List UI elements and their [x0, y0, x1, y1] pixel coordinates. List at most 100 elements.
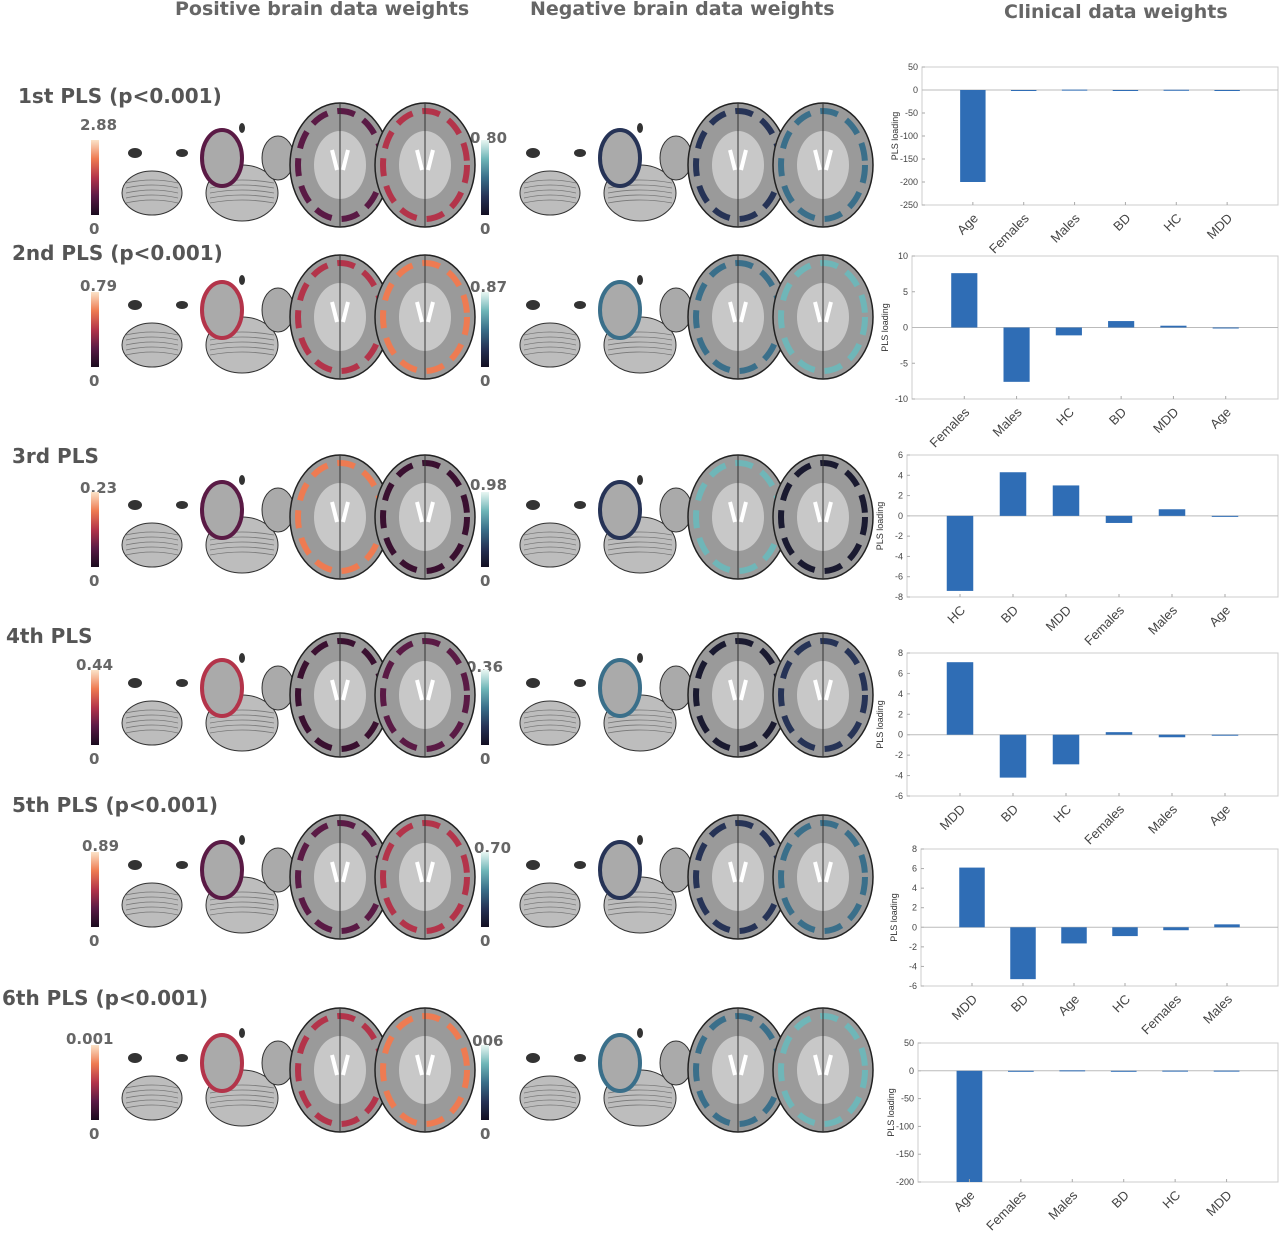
brain-slice-panel — [121, 102, 476, 228]
x-tick-label: MDD — [1043, 603, 1075, 635]
y-tick-label: -6 — [895, 791, 903, 801]
bar-females — [1105, 732, 1133, 735]
brain-detail — [523, 724, 577, 729]
brain-detail — [125, 189, 179, 194]
brain-detail — [523, 911, 577, 916]
brain-detail — [125, 1094, 179, 1099]
x-tick-label: Males — [990, 404, 1025, 439]
brain-detail — [209, 906, 275, 911]
blob-slice — [526, 300, 540, 310]
brain-slice-panel — [519, 1007, 874, 1133]
y-tick-label: 6 — [898, 450, 903, 460]
bar-age — [1211, 515, 1239, 517]
brain-detail — [607, 194, 673, 199]
brain-detail — [125, 531, 179, 536]
positive-colorbar-min: 0 — [89, 220, 100, 238]
y-tick-label: -250 — [900, 200, 918, 210]
y-tick-label: -200 — [896, 1177, 914, 1187]
brain-detail — [125, 911, 179, 916]
brain-detail — [523, 719, 577, 724]
bar-males — [1214, 924, 1240, 928]
temporal-slice — [200, 280, 244, 340]
brain-detail — [523, 1089, 577, 1094]
brain-detail — [209, 351, 275, 356]
x-tick-label: BD — [1110, 211, 1133, 234]
y-tick-label: -4 — [909, 961, 917, 971]
y-tick-label: 0 — [909, 1066, 914, 1076]
brain-detail — [209, 719, 275, 724]
y-tick-label: -150 — [900, 154, 918, 164]
brain-detail — [728, 679, 748, 701]
brain-detail — [523, 1084, 577, 1089]
clinical-bar-chart: 8 6 4 2 0 -2 -4 -6 PLS loading MDD BD HC Females Male… — [875, 648, 1279, 847]
brain-slice-panel — [121, 1007, 476, 1133]
brain-detail — [209, 546, 275, 551]
bar-age — [1212, 327, 1239, 329]
clinical-bar-chart: 50 0 -50 -100 -150 -200 PLS loading Age Females M… — [886, 1038, 1279, 1233]
bar-females — [951, 273, 978, 328]
negative-colorbar — [481, 140, 489, 215]
row-label: 6th PLS (p<0.001) — [2, 986, 209, 1010]
cerebellum-slice — [121, 700, 183, 746]
y-tick-label: -6 — [909, 981, 917, 991]
brain-detail — [415, 1054, 435, 1076]
brain-detail — [125, 1089, 179, 1094]
bar-mdd — [1160, 325, 1187, 328]
brain-detail — [523, 1104, 577, 1109]
negative-colorbar — [481, 852, 489, 927]
temporal-slice — [200, 128, 244, 188]
negative-colorbar-min: 0 — [480, 932, 491, 950]
cerebellum-slice — [121, 1075, 183, 1121]
blob-slice — [637, 275, 643, 285]
positive-colorbar — [91, 140, 99, 215]
brain-detail — [607, 184, 673, 189]
brain-detail — [607, 536, 673, 541]
brain-detail — [415, 301, 435, 323]
temporal-slice — [200, 840, 244, 900]
x-tick-label: Males — [1145, 602, 1180, 637]
brain-detail — [330, 149, 350, 171]
x-tick-label: MDD — [949, 992, 981, 1024]
temporal-slice — [598, 840, 642, 900]
x-tick-label: Females — [986, 210, 1032, 256]
brain-detail — [523, 194, 577, 199]
blob-slice — [526, 148, 540, 158]
positive-colorbar-max: 0.89 — [82, 837, 120, 855]
brain-detail — [209, 541, 275, 546]
y-tick-label: -10 — [895, 394, 908, 404]
bar-hc — [1112, 927, 1138, 937]
brain-detail — [125, 184, 179, 189]
y-tick-label: 50 — [908, 62, 918, 72]
brain-detail — [125, 719, 179, 724]
blob-slice — [526, 678, 540, 688]
y-tick-label: -2 — [895, 531, 903, 541]
brain-detail — [125, 541, 179, 546]
cerebellum-slice — [519, 322, 581, 368]
brain-detail — [607, 341, 673, 346]
brain-detail — [330, 679, 350, 701]
brain-detail — [209, 714, 275, 719]
brain-detail — [125, 194, 179, 199]
brain-detail — [330, 1054, 350, 1076]
brain-detail — [607, 906, 673, 911]
bar-hc — [1163, 89, 1189, 91]
x-tick-label: Females — [1138, 991, 1184, 1037]
brain-detail — [209, 189, 275, 194]
bar-females — [1163, 927, 1189, 931]
negative-colorbar-min: 0 — [480, 572, 491, 590]
positive-colorbar-max: 0.23 — [80, 479, 118, 497]
x-tick-label: Females — [1081, 602, 1127, 648]
blob-slice — [239, 653, 245, 663]
x-tick-label: HC — [1159, 1188, 1183, 1212]
brain-detail — [125, 551, 179, 556]
brain-detail — [523, 179, 577, 184]
x-tick-label: Females — [927, 404, 973, 450]
brain-detail — [209, 1089, 275, 1094]
y-tick-label: 0 — [912, 922, 917, 932]
brain-detail — [209, 199, 275, 204]
brain-detail — [607, 1099, 673, 1104]
brain-detail — [209, 729, 275, 734]
brain-detail — [209, 1099, 275, 1104]
y-tick-label: 0 — [903, 323, 908, 333]
